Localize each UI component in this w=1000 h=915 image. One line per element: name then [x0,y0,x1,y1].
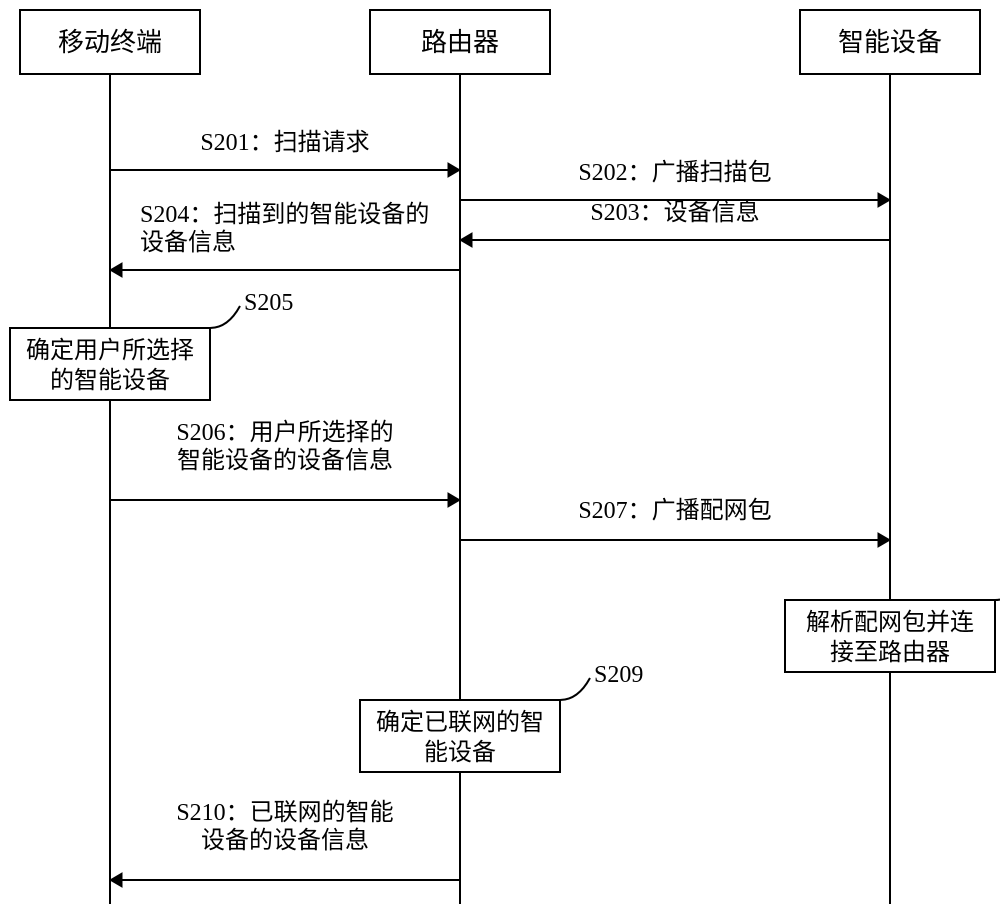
message-label-4-line-0: S206：用户所选择的 [176,419,393,446]
message-label-5-line-0: S207：广播配网包 [578,497,771,524]
note-text-1-line-1: 接至路由器 [830,639,950,666]
note-tag-connector-0 [210,306,240,328]
message-label-2-line-0: S203：设备信息 [590,199,759,226]
actor-label-device: 智能设备 [838,28,942,57]
note-text-0-line-0: 确定用户所选择 [26,337,194,364]
note-text-2-line-1: 能设备 [424,739,496,766]
message-6-head [110,873,122,887]
message-1-head [878,193,890,207]
message-label-6-line-1: 设备的设备信息 [201,827,369,854]
message-2-head [460,233,472,247]
message-label-1-line-0: S202：广播扫描包 [578,159,771,186]
message-label-3-line-0: S204：扫描到的智能设备的 [140,201,429,228]
note-tag-2: S209 [594,662,643,688]
message-5-head [878,533,890,547]
actor-label-mobile: 移动终端 [58,28,162,57]
message-label-0-line-0: S201：扫描请求 [200,129,369,156]
message-label-4-line-1: 智能设备的设备信息 [177,447,393,474]
note-tag-connector-2 [560,678,590,700]
note-tag-0: S205 [244,290,293,316]
note-text-0-line-1: 的智能设备 [50,367,170,394]
message-3-head [110,263,122,277]
message-label-3-line-1: 设备信息 [140,229,236,256]
message-4-head [448,493,460,507]
message-label-6-line-0: S210：已联网的智能 [176,799,393,826]
note-text-1-line-0: 解析配网包并连 [806,609,974,636]
actor-label-router: 路由器 [421,28,499,57]
note-tag-connector-1 [995,578,1000,600]
note-text-2-line-0: 确定已联网的智 [376,709,544,736]
message-0-head [448,163,460,177]
